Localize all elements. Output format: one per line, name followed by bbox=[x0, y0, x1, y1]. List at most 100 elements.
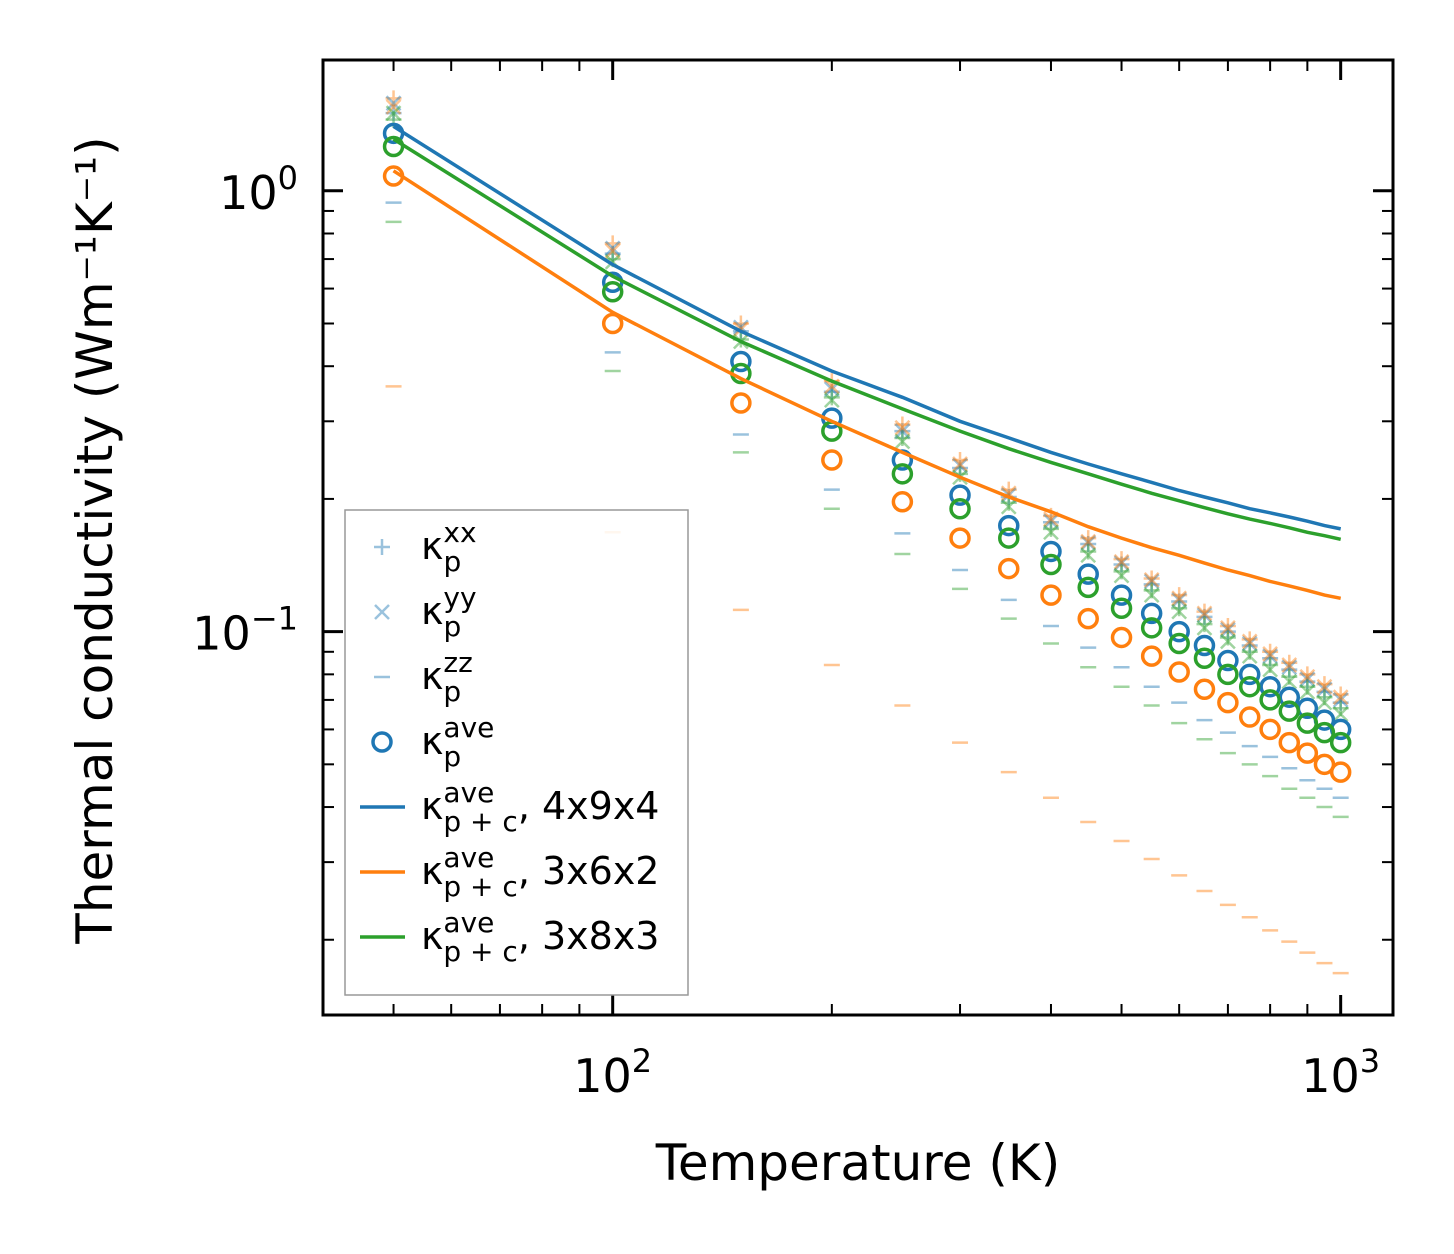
data-point bbox=[998, 527, 1020, 549]
data-point bbox=[1299, 671, 1316, 688]
data-point bbox=[1259, 689, 1281, 711]
data-point bbox=[1193, 634, 1216, 657]
data-point bbox=[891, 491, 914, 513]
data-point bbox=[1143, 572, 1160, 588]
series-line-kpc_ave_4x9x4 bbox=[392, 124, 1342, 531]
data-point bbox=[604, 240, 621, 257]
series-line-kpc_ave_3x8x3 bbox=[392, 137, 1342, 542]
data-point bbox=[1113, 553, 1130, 570]
series-kp_yy_3x8x3 bbox=[385, 105, 1349, 722]
data-point bbox=[1332, 706, 1349, 722]
data-point bbox=[1043, 524, 1059, 541]
data-point bbox=[1332, 686, 1349, 703]
data-point bbox=[385, 95, 402, 112]
legend-label: κzz p bbox=[421, 646, 473, 708]
data-point bbox=[1316, 683, 1333, 700]
data-point bbox=[1080, 530, 1097, 547]
data-point bbox=[1217, 691, 1239, 714]
data-point bbox=[1296, 712, 1319, 734]
x-tick-label: 102 bbox=[573, 1042, 652, 1103]
data-point bbox=[1313, 721, 1336, 744]
data-point bbox=[601, 312, 624, 335]
legend-label: κxx p bbox=[421, 516, 477, 578]
data-point bbox=[1171, 590, 1188, 607]
data-point bbox=[894, 423, 911, 440]
data-point bbox=[1196, 603, 1213, 620]
data-point bbox=[1299, 673, 1316, 690]
legend-label: κave p + c, 3x8x3 bbox=[421, 906, 659, 968]
data-point bbox=[894, 416, 911, 433]
data-point bbox=[1143, 576, 1160, 593]
data-point bbox=[604, 243, 621, 259]
legend-label: κyy p bbox=[421, 581, 477, 643]
data-point bbox=[1143, 587, 1160, 604]
legend-entry: κave p + c, 3x6x2 bbox=[360, 841, 659, 903]
data-point bbox=[1080, 533, 1097, 550]
data-point bbox=[1238, 675, 1261, 698]
data-point bbox=[823, 392, 840, 409]
legend-label: κave p + c, 3x6x2 bbox=[421, 841, 659, 903]
data-point bbox=[1193, 678, 1216, 701]
series-kp_ave_3x6x2 bbox=[382, 165, 1352, 783]
data-point bbox=[1171, 600, 1188, 617]
data-point bbox=[952, 460, 969, 477]
data-point bbox=[1196, 607, 1213, 624]
data-point bbox=[604, 235, 621, 252]
data-point bbox=[1143, 573, 1160, 590]
data-point bbox=[1143, 570, 1160, 587]
data-point bbox=[1281, 654, 1298, 671]
series-kp_xx_3x8x3 bbox=[385, 111, 1349, 717]
data-point bbox=[1241, 635, 1258, 652]
data-point bbox=[1241, 633, 1258, 650]
data-point bbox=[1217, 649, 1239, 672]
data-point bbox=[1140, 617, 1163, 639]
data-point bbox=[1080, 543, 1097, 560]
data-point bbox=[1110, 597, 1133, 619]
legend-entry: κyy p bbox=[374, 581, 477, 643]
data-point bbox=[1278, 700, 1301, 722]
data-point bbox=[1316, 689, 1333, 706]
data-point bbox=[1299, 678, 1316, 695]
data-point bbox=[1316, 676, 1333, 693]
data-point bbox=[1281, 659, 1298, 676]
data-point bbox=[998, 557, 1020, 580]
data-point bbox=[1219, 617, 1236, 634]
data-point bbox=[1077, 607, 1099, 630]
data-point bbox=[1220, 633, 1236, 650]
data-point bbox=[1113, 551, 1130, 568]
data-point bbox=[1040, 540, 1062, 563]
data-point bbox=[1077, 563, 1099, 585]
data-point bbox=[1143, 582, 1160, 599]
legend-entry: κave p + c, 3x8x3 bbox=[360, 906, 659, 968]
data-point bbox=[1329, 731, 1352, 754]
legend-frame bbox=[344, 509, 689, 996]
data-point bbox=[1332, 692, 1349, 708]
legend-marker bbox=[371, 731, 393, 753]
data-point bbox=[1281, 668, 1298, 685]
data-point bbox=[949, 497, 971, 520]
data-point bbox=[1296, 742, 1319, 764]
data-point bbox=[1110, 626, 1133, 649]
data-point bbox=[1113, 563, 1130, 580]
data-point bbox=[730, 350, 752, 373]
data-point bbox=[894, 429, 911, 446]
data-point bbox=[1316, 694, 1333, 711]
series-kp_xx_3x6x2 bbox=[385, 90, 1349, 703]
data-point bbox=[1113, 567, 1130, 584]
data-point bbox=[1113, 555, 1130, 572]
data-point bbox=[1196, 616, 1213, 633]
data-point bbox=[823, 383, 840, 400]
data-point bbox=[1220, 621, 1236, 638]
series-kp_xx_4x9x4 bbox=[385, 105, 1349, 711]
data-point bbox=[1281, 657, 1298, 673]
data-point bbox=[1171, 587, 1188, 604]
data-point bbox=[1332, 694, 1349, 711]
data-point bbox=[385, 105, 402, 122]
data-point bbox=[1262, 643, 1279, 660]
series-kp_yy_3x6x2 bbox=[385, 98, 1349, 706]
data-point bbox=[998, 514, 1020, 537]
data-point bbox=[1168, 632, 1190, 655]
data-point bbox=[1238, 663, 1261, 686]
